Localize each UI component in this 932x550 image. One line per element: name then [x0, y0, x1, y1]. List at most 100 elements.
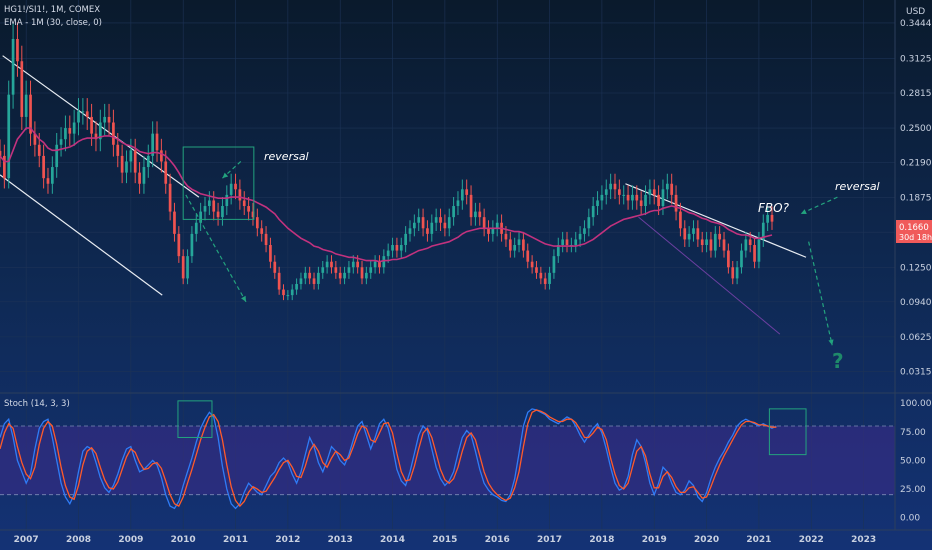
candle [225, 185, 229, 216]
candle-body [744, 239, 748, 251]
candle [173, 202, 176, 242]
candle [295, 278, 298, 295]
candle-body [120, 155, 124, 173]
candle [583, 220, 586, 242]
candle [216, 202, 220, 226]
candle-body [164, 161, 168, 184]
candle [766, 206, 769, 231]
candle [613, 173, 617, 200]
time-tick-label: 2023 [851, 535, 876, 545]
candle-body [295, 283, 298, 290]
candle [46, 167, 50, 194]
stoch-box-2010 [177, 400, 213, 438]
candle-body [129, 150, 133, 162]
candle-body [600, 194, 604, 201]
candle-body [155, 133, 159, 151]
candle-body [644, 194, 647, 207]
candle-body [221, 206, 224, 218]
forecast-arrow-2010-head [241, 295, 246, 302]
candle-body [212, 200, 216, 212]
price-tick-label: 0.2815 [900, 89, 932, 99]
candle [578, 226, 582, 247]
candle [234, 173, 237, 200]
candle [142, 156, 146, 194]
candle [212, 191, 216, 221]
channel-2021-line [625, 183, 807, 258]
chart-title: HG1!/SI1!, 1M, COMEX [4, 5, 100, 15]
candle-body [146, 155, 150, 168]
annotation-reversal-right: reversal [835, 180, 880, 193]
candle [351, 255, 355, 274]
candle-body [565, 239, 569, 245]
candle [138, 162, 141, 194]
ema-legend: EMA - 1M (30, close, 0) [4, 18, 102, 28]
candle [713, 226, 717, 258]
candle [20, 45, 24, 130]
candle [382, 249, 386, 274]
candle [68, 115, 72, 146]
candle [513, 237, 517, 258]
candle [312, 272, 316, 290]
candle-body [731, 267, 735, 279]
candle-body [160, 150, 163, 162]
candle [761, 214, 765, 247]
candle-body [203, 206, 207, 212]
candle [90, 103, 93, 146]
candle [0, 139, 2, 168]
stoch-tick-label: 75.00 [900, 428, 926, 438]
candle-body [722, 239, 726, 251]
candle-body [574, 239, 578, 245]
candle-body [617, 189, 621, 195]
price-tick-label: 0.2500 [900, 124, 932, 134]
candle-body [37, 144, 41, 156]
candle [565, 231, 569, 253]
candle-body [138, 172, 141, 184]
candle [369, 261, 373, 279]
candle-body [229, 183, 233, 195]
candle-body [539, 272, 543, 279]
candle-body [504, 233, 508, 240]
candles [0, 22, 774, 301]
candle-body [517, 239, 521, 245]
candle [417, 208, 421, 231]
time-tick-label: 2007 [14, 535, 39, 545]
time-axis[interactable]: 2007 2008 2009 2010 2011 2012 2013 2014 2015 2016… [14, 535, 876, 545]
price-tick-label: 0.2190 [900, 159, 932, 169]
candle [286, 290, 290, 301]
candle [395, 237, 399, 258]
time-tick-label: 2010 [171, 535, 196, 545]
candle-body [482, 217, 486, 229]
last-price-badge[interactable]: 0.1660 30d 18h [896, 220, 932, 243]
candle [674, 185, 678, 221]
price-tick-label: 0.3125 [900, 54, 932, 64]
candle [299, 272, 303, 290]
candle-body [408, 228, 412, 234]
candle [474, 202, 477, 226]
candle [160, 138, 163, 173]
candle-body [508, 239, 512, 251]
candle [125, 150, 128, 184]
candle [460, 179, 464, 210]
candle-body [321, 267, 325, 273]
candle [626, 185, 630, 210]
candle-body [522, 239, 525, 251]
candle-body [766, 214, 769, 223]
candle [408, 220, 412, 242]
candle [50, 156, 54, 194]
candle [242, 191, 246, 216]
stoch-axis[interactable]: 100.00 75.00 50.00 25.00 0.00 [900, 399, 932, 523]
candle [42, 144, 45, 189]
price-tick-label: 0.1250 [900, 263, 932, 273]
candle [718, 226, 722, 247]
candle [753, 237, 756, 269]
candle-body [46, 178, 50, 184]
currency-label: USD [906, 7, 925, 17]
candle [587, 208, 591, 237]
candle-body [24, 94, 28, 117]
candle [617, 179, 621, 205]
candle-body [90, 116, 93, 134]
candle [260, 220, 264, 242]
candle [556, 237, 560, 263]
candle-body [395, 245, 399, 251]
